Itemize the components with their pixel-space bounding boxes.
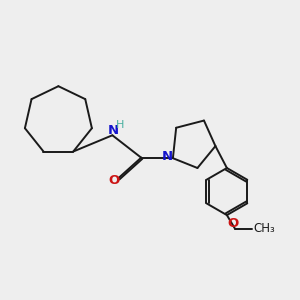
Text: H: H [116, 121, 124, 130]
Text: O: O [108, 174, 120, 187]
Text: O: O [228, 217, 239, 230]
Text: N: N [161, 150, 172, 163]
Text: CH₃: CH₃ [254, 222, 275, 235]
Text: N: N [107, 124, 118, 137]
